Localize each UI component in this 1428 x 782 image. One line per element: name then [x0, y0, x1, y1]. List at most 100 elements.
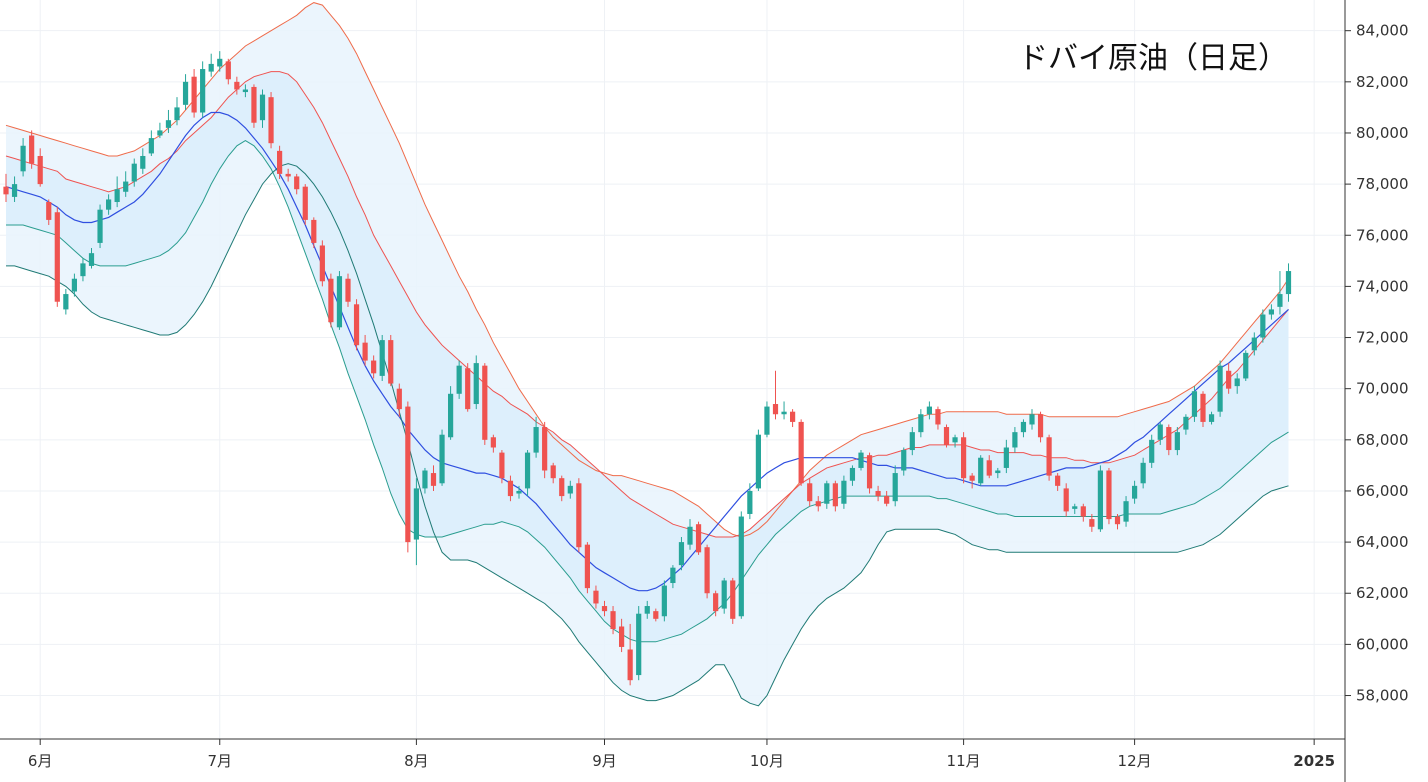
candle-body: [644, 606, 650, 614]
candle-body: [755, 434, 761, 489]
candle: [251, 84, 257, 128]
candle: [695, 521, 702, 555]
candle: [71, 273, 77, 297]
candle-body: [1063, 488, 1069, 512]
candle: [858, 450, 864, 471]
y-tick-label: 76,000: [1356, 226, 1409, 244]
candle: [1140, 457, 1146, 489]
candle-body: [413, 488, 419, 540]
candle-body: [319, 245, 325, 282]
candle: [524, 450, 531, 497]
candle-body: [1132, 485, 1138, 499]
candle-body: [71, 278, 77, 292]
candle-body: [1260, 314, 1266, 338]
candle-body: [978, 457, 984, 484]
candle: [593, 585, 599, 609]
candle-body: [140, 155, 146, 169]
candle: [1234, 373, 1240, 394]
candle-body: [1003, 447, 1009, 468]
candle-body: [542, 427, 548, 471]
candle: [319, 240, 325, 287]
candle-body: [353, 304, 360, 346]
candle: [1243, 350, 1249, 382]
candle-body: [841, 480, 847, 504]
candle-body: [619, 626, 625, 647]
candle: [798, 419, 804, 486]
candle: [935, 406, 941, 430]
candle-body: [311, 219, 317, 243]
candle: [277, 145, 283, 179]
candle-body: [627, 649, 633, 681]
candle: [559, 475, 565, 502]
candle: [208, 53, 214, 77]
candle: [1123, 496, 1129, 527]
candle: [345, 273, 351, 307]
candle-body: [217, 58, 223, 67]
candle-body: [926, 406, 932, 415]
y-tick-label: 60,000: [1356, 635, 1409, 653]
candle: [80, 258, 86, 282]
candle: [584, 542, 590, 594]
candle: [884, 490, 890, 507]
candle: [157, 122, 163, 139]
candle-body: [909, 432, 915, 451]
candle-body: [225, 61, 231, 80]
candle: [413, 478, 419, 566]
candle-body: [131, 163, 137, 182]
candle: [901, 447, 907, 476]
candle-body: [687, 526, 693, 545]
y-axis-ticks: 84,000 82,000 80,000 78,000 76,000 74,000 72,0…: [1345, 22, 1409, 705]
candle: [661, 580, 667, 622]
candle-body: [858, 452, 864, 468]
candle-body: [456, 365, 462, 394]
candle-body: [388, 340, 394, 384]
candle: [1012, 427, 1018, 453]
candle-body: [550, 465, 556, 479]
candle: [379, 334, 385, 382]
candle-body: [747, 490, 753, 514]
y-tick-label: 82,000: [1356, 73, 1409, 91]
candle: [738, 511, 744, 619]
candle-body: [1183, 416, 1189, 430]
candle: [268, 92, 274, 149]
candle-body: [952, 437, 958, 443]
candle: [1217, 360, 1223, 417]
candle: [507, 475, 514, 502]
candle-body: [824, 483, 830, 504]
candle-body: [516, 490, 522, 494]
candle-body: [97, 209, 103, 243]
candle-body: [148, 138, 154, 154]
candle: [259, 89, 266, 128]
candle: [165, 109, 172, 133]
candle: [926, 401, 932, 420]
candle: [388, 334, 394, 387]
candle: [285, 168, 291, 182]
candle: [636, 606, 642, 681]
candle: [790, 409, 796, 428]
candle: [114, 176, 120, 208]
candle: [961, 432, 967, 484]
candle: [1285, 263, 1292, 302]
candle: [841, 475, 847, 509]
candle: [97, 204, 103, 249]
candle-body: [866, 455, 873, 489]
candle-body: [678, 542, 685, 566]
candle-body: [507, 480, 514, 497]
candle: [294, 173, 300, 195]
candle-body: [114, 189, 120, 203]
candle-body: [345, 278, 351, 302]
candle: [473, 355, 479, 410]
candle: [46, 199, 52, 226]
candle-body: [80, 263, 86, 277]
candle-body: [371, 360, 377, 374]
candle: [1072, 503, 1078, 514]
candle: [1020, 419, 1027, 438]
candle-body: [764, 406, 770, 435]
candle: [328, 273, 334, 328]
candle-body: [576, 483, 582, 548]
y-tick-label: 66,000: [1356, 482, 1409, 500]
candle: [1089, 513, 1095, 532]
candle: [1157, 421, 1163, 445]
candle-body: [1080, 506, 1086, 517]
